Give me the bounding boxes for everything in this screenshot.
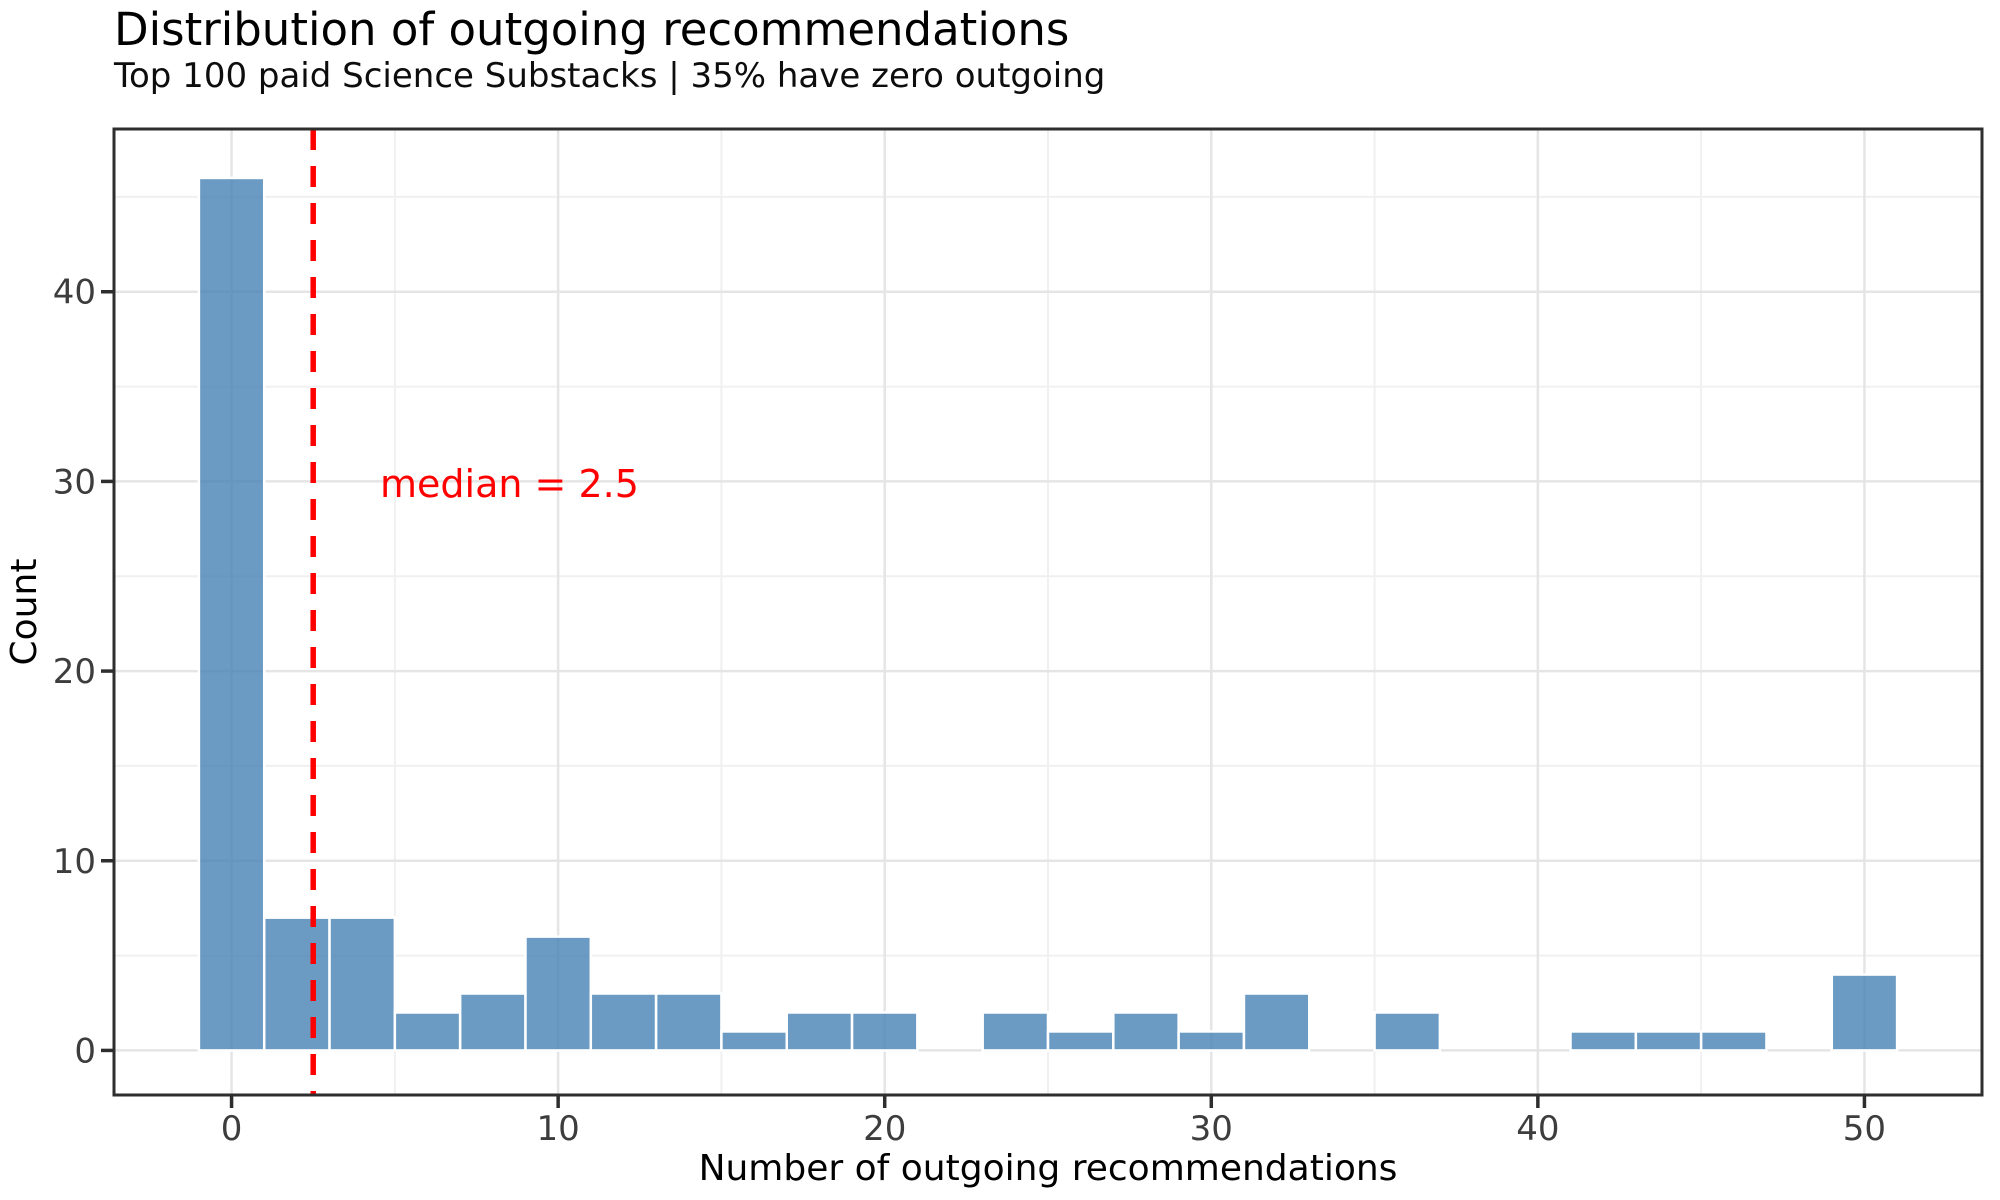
axis-ticks	[101, 289, 1867, 1108]
x-tick-label: 50	[1843, 1109, 1886, 1149]
y-axis-tick-labels: 0 10 20 30 40	[53, 273, 96, 1072]
y-tick-label: 10	[53, 842, 96, 882]
histogram-bar	[393, 1011, 462, 1052]
x-axis-tick-labels: 0 10 20 30 40 50	[221, 1109, 1886, 1149]
histogram-bar	[1046, 1030, 1115, 1052]
histogram-bar	[1830, 973, 1899, 1052]
histogram-bar	[1634, 1030, 1703, 1052]
histogram-bar	[1569, 1030, 1638, 1052]
histogram-bar	[524, 935, 593, 1052]
y-tick-label: 30	[53, 462, 96, 502]
y-tick-label: 40	[53, 273, 96, 313]
histogram-bar	[785, 1011, 854, 1052]
histogram-bar	[1242, 992, 1311, 1052]
x-tick-label: 10	[537, 1109, 580, 1149]
panel-border	[112, 127, 1984, 1097]
histogram-bar	[850, 1011, 919, 1052]
chart-subtitle: Top 100 paid Science Substacks | 35% hav…	[113, 56, 1105, 96]
histogram-bar	[197, 176, 266, 1052]
chart-title: Distribution of outgoing recommendations	[114, 3, 1069, 56]
y-axis-label: Count	[4, 559, 45, 666]
histogram-bar	[981, 1011, 1050, 1052]
histogram-bar	[262, 916, 331, 1052]
histogram-bar	[328, 916, 397, 1052]
x-tick-label: 30	[1190, 1109, 1233, 1149]
x-tick-label: 40	[1516, 1109, 1559, 1149]
minor-gridlines	[114, 129, 1982, 1095]
histogram-bar	[1373, 1011, 1442, 1052]
y-tick-label: 0	[74, 1031, 96, 1071]
histogram-bar	[720, 1030, 788, 1052]
x-axis-label: Number of outgoing recommendations	[699, 1148, 1398, 1189]
histogram-bar	[1112, 1011, 1180, 1052]
histogram-bar	[458, 992, 527, 1052]
median-annotation: median = 2.5	[380, 462, 639, 506]
y-tick-label: 20	[53, 652, 96, 692]
x-tick-label: 20	[863, 1109, 906, 1149]
x-tick-label: 0	[221, 1109, 243, 1149]
histogram-bar	[589, 992, 658, 1052]
histogram-bar	[1177, 1030, 1246, 1052]
histogram-bar	[1699, 1030, 1768, 1052]
histogram-bar	[654, 992, 723, 1052]
histogram-bars	[197, 176, 1899, 1052]
